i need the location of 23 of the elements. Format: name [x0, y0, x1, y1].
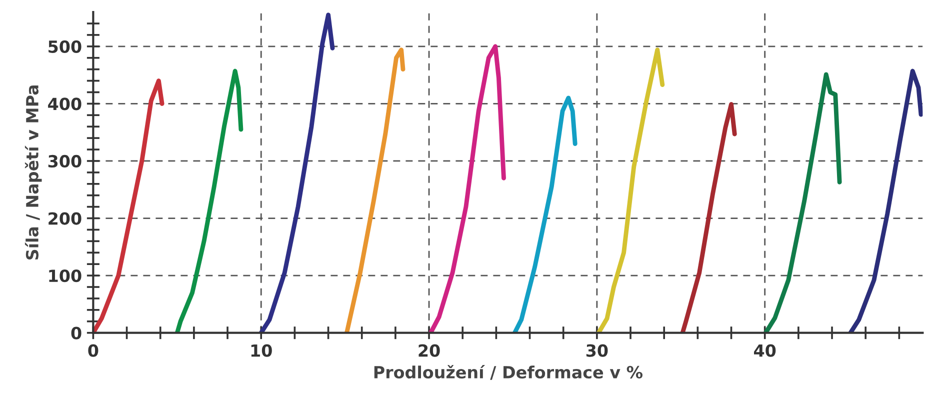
y-tick-label: 100: [49, 270, 82, 282]
x-tick-label: 40: [754, 344, 776, 357]
line-series: [428, 44, 506, 333]
y-tick-label: 200: [48, 212, 82, 225]
x-tick-label: 10: [251, 344, 272, 357]
line-series: [763, 72, 842, 333]
line-series: [174, 68, 244, 333]
x-tick-label: 30: [586, 344, 608, 357]
y-tick-label: 0: [71, 326, 82, 340]
line-series: [848, 68, 923, 333]
line-series: [512, 96, 578, 333]
x-axis-title: Prodloužení / Deformace v %: [374, 364, 642, 380]
line-series: [344, 48, 406, 333]
line-series: [93, 78, 164, 333]
line-series: [258, 12, 335, 333]
line-series: [596, 48, 665, 333]
y-tick-label: 400: [48, 98, 82, 110]
line-series: [680, 102, 737, 333]
y-tick-label: 300: [48, 154, 82, 168]
x-tick-label: 20: [418, 344, 440, 357]
y-tick-label: 500: [48, 40, 82, 53]
x-tick-label: 0: [88, 344, 98, 357]
y-axis-title: Síla / Napětí v MPa: [24, 85, 42, 260]
